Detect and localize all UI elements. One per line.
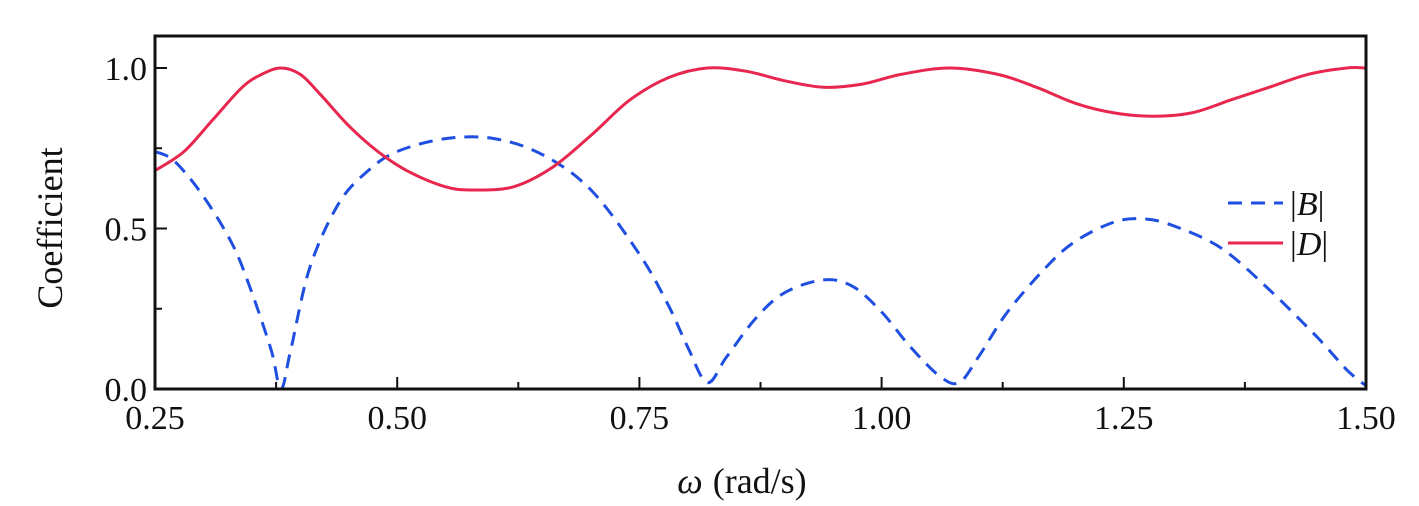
x-tick-label: 0.50 (367, 400, 427, 437)
series-layer (155, 66, 1366, 389)
x-tick-label: 0.75 (610, 400, 670, 437)
y-tick-label: 0.5 (105, 212, 148, 249)
x-tick-label: 0.25 (125, 400, 185, 437)
series-line-b (155, 135, 1366, 389)
x-tick-label: 1.25 (1094, 400, 1154, 437)
y-axis-title: Coefficient (30, 147, 70, 308)
y-tick-label: 1.0 (105, 51, 148, 88)
legend: |B| |D| (1228, 186, 1328, 263)
x-tick-label: 1.50 (1336, 400, 1396, 437)
y-tick-label: 0.0 (105, 372, 148, 409)
legend-label-b: |B| (1290, 186, 1324, 223)
x-tick-label: 1.00 (852, 400, 912, 437)
tick-layer: 0.25 0.50 0.75 1.00 1.25 1.50 0.0 0.5 1.0 (105, 51, 1396, 437)
plot-frame (153, 34, 1368, 391)
series-line-d (155, 66, 1366, 192)
legend-label-d: |D| (1290, 226, 1328, 263)
x-axis-title: ω (rad/s) (677, 461, 806, 501)
